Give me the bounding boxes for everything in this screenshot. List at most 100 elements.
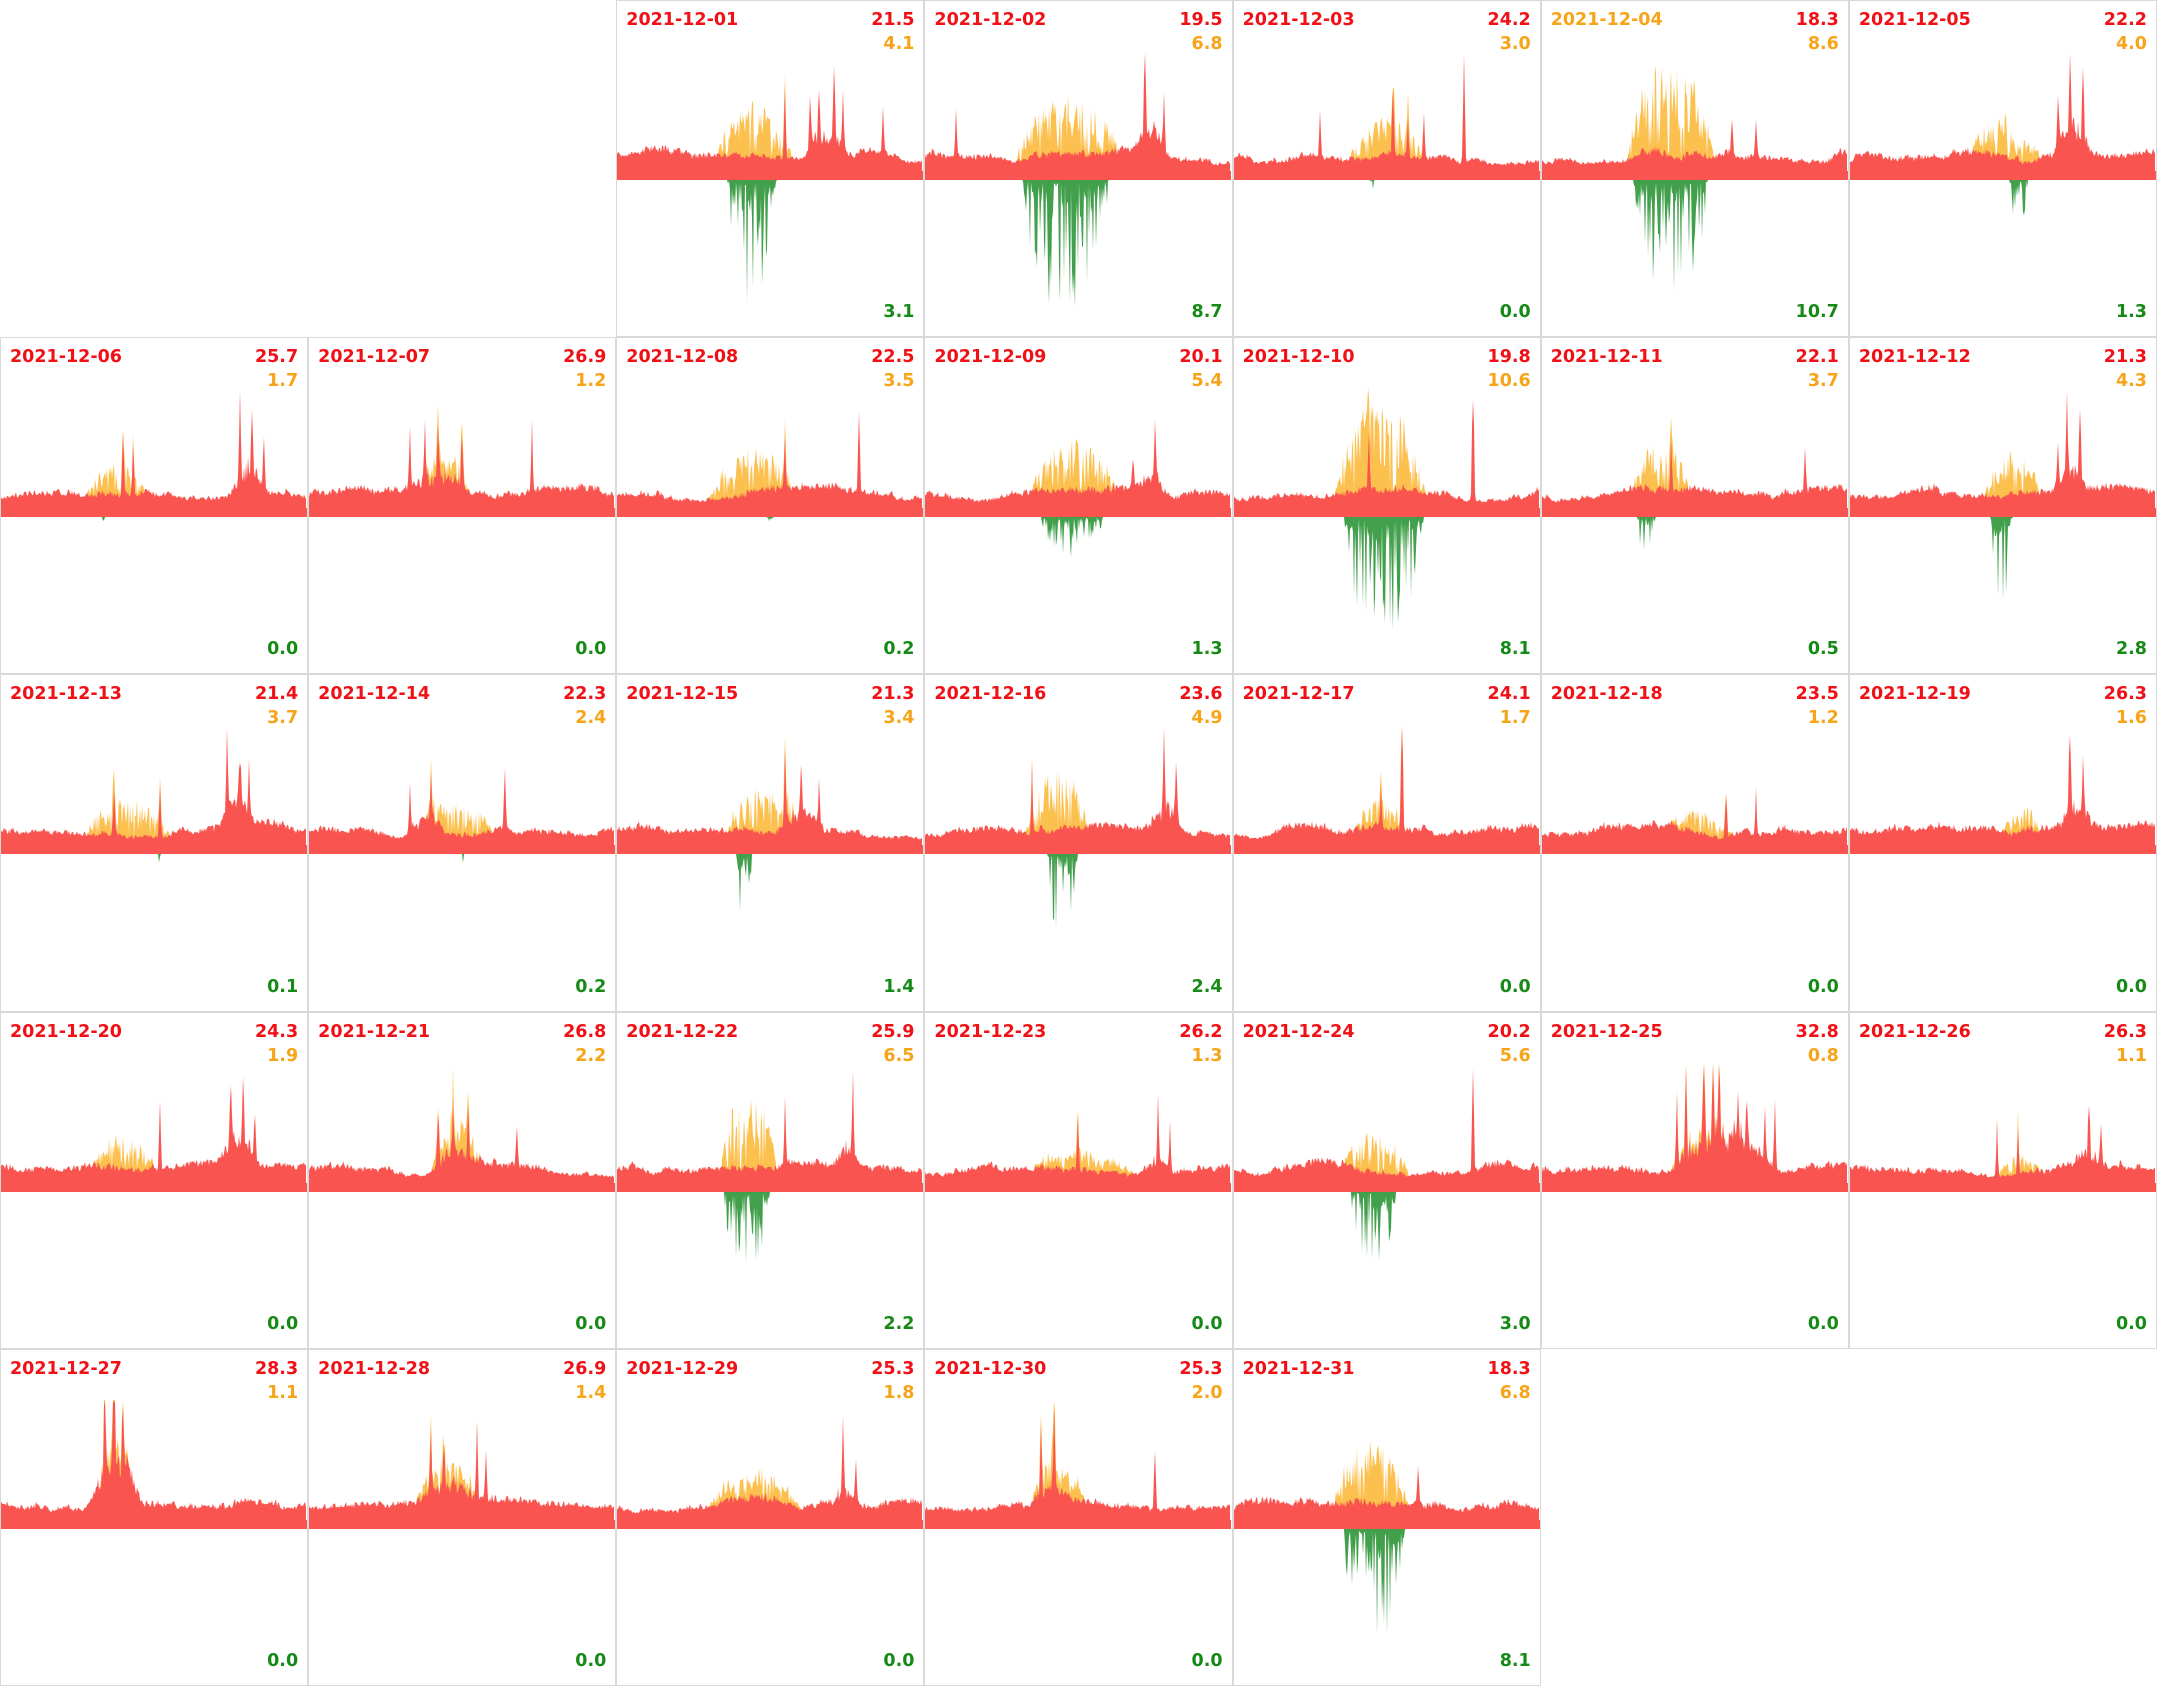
day-red-value: 26.3 (2103, 684, 2147, 705)
empty-cell (1540, 1348, 1849, 1686)
day-orange-value: 6.8 (1499, 1382, 1531, 1403)
day-date-label: 2021-12-07 (318, 347, 431, 368)
day-date-label: 2021-12-21 (318, 1021, 431, 1042)
day-green-value: 0.2 (575, 976, 607, 997)
day-cell: 2021-12-15 21.3 3.4 1.4 (616, 674, 925, 1012)
day-orange-value: 3.4 (883, 708, 915, 729)
day-chart (1233, 725, 1540, 855)
day-chart (309, 758, 616, 864)
day-cell: 2021-12-27 28.3 1.1 0.0 (0, 1348, 309, 1686)
day-cell: 2021-12-21 26.8 2.2 0.0 (308, 1011, 617, 1349)
day-chart (1849, 735, 2156, 855)
day-chart (617, 66, 924, 303)
day-cell: 2021-12-17 24.1 1.7 0.0 (1232, 674, 1541, 1012)
day-red-value: 26.9 (563, 1358, 607, 1379)
day-green-value: 0.0 (2115, 1313, 2147, 1334)
day-chart (617, 1069, 924, 1263)
day-red-value: 21.4 (254, 684, 299, 705)
day-green-value: 0.0 (1191, 1313, 1223, 1334)
day-green-value: 2.2 (883, 1313, 915, 1334)
day-date-label: 2021-12-25 (1550, 1021, 1663, 1042)
day-date-label: 2021-12-17 (1242, 684, 1355, 705)
day-red-value: 22.3 (563, 684, 607, 705)
day-chart (1, 728, 307, 863)
day-date-label: 2021-12-13 (10, 684, 122, 705)
day-date-label: 2021-12-15 (626, 684, 739, 705)
day-orange-value: 10.6 (1487, 371, 1531, 392)
day-chart (1541, 65, 1848, 293)
day-cell: 2021-12-31 18.3 6.8 8.1 (1232, 1348, 1541, 1686)
empty-cell (0, 0, 309, 338)
day-chart (617, 1415, 924, 1529)
day-chart (1233, 1067, 1540, 1260)
day-orange-value: 6.8 (1191, 34, 1223, 54)
day-date-label: 2021-12-01 (626, 10, 739, 30)
day-orange-value: 1.2 (575, 371, 607, 392)
day-red-value: 21.5 (871, 10, 915, 30)
day-green-value: 0.0 (2115, 976, 2147, 997)
day-red-value: 24.2 (1487, 10, 1531, 30)
day-chart (1, 1076, 307, 1192)
day-green-value: 0.0 (1499, 976, 1531, 997)
day-orange-value: 1.2 (1807, 708, 1839, 729)
day-red-value: 24.3 (254, 1021, 299, 1042)
day-chart (1233, 1440, 1540, 1636)
day-chart (925, 727, 1232, 929)
day-orange-value: 2.0 (1191, 1382, 1223, 1403)
day-orange-value: 8.6 (1807, 34, 1839, 54)
day-chart (925, 1093, 1232, 1192)
day-date-label: 2021-12-02 (934, 10, 1047, 30)
day-red-value: 23.5 (1795, 684, 1839, 705)
day-orange-value: 3.5 (883, 371, 915, 392)
day-red-value: 22.1 (1795, 347, 1839, 368)
day-date-label: 2021-12-22 (626, 1021, 739, 1042)
day-chart (1541, 417, 1848, 550)
day-chart (1849, 53, 2156, 216)
day-orange-value: 2.4 (575, 708, 607, 729)
day-cell: 2021-12-24 20.2 5.6 3.0 (1232, 1011, 1541, 1349)
day-green-value: 0.0 (1499, 302, 1531, 323)
day-cell: 2021-12-16 23.6 4.9 2.4 (924, 674, 1233, 1012)
day-date-label: 2021-12-10 (1242, 347, 1355, 368)
day-chart (1233, 388, 1540, 631)
day-red-value: 18.3 (1487, 1358, 1531, 1379)
empty-cell (308, 0, 617, 338)
day-red-value: 25.3 (1179, 1358, 1223, 1379)
day-cell: 2021-12-04 18.3 8.6 10.7 (1540, 0, 1849, 338)
day-date-label: 2021-12-31 (1242, 1358, 1355, 1379)
day-chart (309, 1065, 616, 1192)
day-date-label: 2021-12-06 (10, 347, 122, 368)
day-green-value: 0.0 (1807, 976, 1839, 997)
day-cell: 2021-12-19 26.3 1.6 0.0 (1848, 674, 2157, 1012)
day-red-value: 26.3 (2103, 1021, 2147, 1042)
day-cell: 2021-12-13 21.4 3.7 0.1 (0, 674, 309, 1012)
day-green-value: 2.4 (1191, 976, 1223, 997)
day-chart (925, 1399, 1232, 1529)
day-cell: 2021-12-29 25.3 1.8 0.0 (616, 1348, 925, 1686)
day-cell: 2021-12-14 22.3 2.4 0.2 (308, 674, 617, 1012)
day-green-value: 3.1 (883, 302, 915, 323)
day-green-value: 8.1 (1499, 639, 1531, 660)
day-orange-value: 4.0 (2115, 34, 2147, 54)
day-cell: 2021-12-11 22.1 3.7 0.5 (1540, 337, 1849, 675)
day-red-value: 25.9 (871, 1021, 915, 1042)
day-green-value: 0.0 (1191, 1651, 1223, 1671)
day-green-value: 0.0 (267, 1651, 299, 1671)
day-green-value: 1.3 (2115, 302, 2147, 323)
day-date-label: 2021-12-19 (1858, 684, 1971, 705)
day-date-label: 2021-12-08 (626, 347, 739, 368)
day-orange-value: 5.4 (1191, 371, 1223, 392)
day-orange-value: 6.5 (883, 1045, 915, 1066)
day-red-value: 25.3 (871, 1358, 915, 1379)
day-red-value: 20.2 (1487, 1021, 1531, 1042)
day-orange-value: 4.3 (2115, 371, 2147, 392)
day-red-value: 22.5 (871, 347, 915, 368)
day-orange-value: 1.1 (267, 1382, 299, 1403)
day-orange-value: 4.1 (883, 34, 915, 54)
day-cell: 2021-12-10 19.8 10.6 8.1 (1232, 337, 1541, 675)
day-orange-value: 4.9 (1191, 708, 1223, 729)
day-cell: 2021-12-28 26.9 1.4 0.0 (308, 1348, 617, 1686)
day-cell: 2021-12-06 25.7 1.7 0.0 (0, 337, 309, 675)
day-orange-value: 3.0 (1499, 34, 1531, 54)
